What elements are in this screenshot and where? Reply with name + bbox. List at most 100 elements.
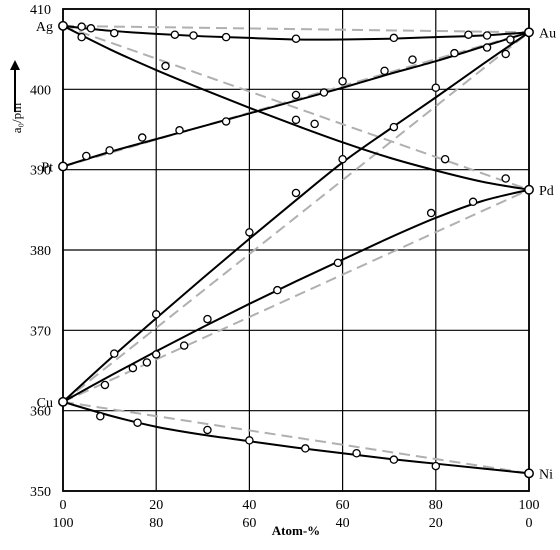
curve-cu-pd	[62, 188, 530, 403]
data-point-pt-au-8	[380, 66, 389, 76]
data-point-cu-au-7	[501, 49, 510, 59]
data-point-cu-pd-6	[273, 285, 282, 295]
data-point-ag-au-6	[291, 34, 301, 43]
y-axis-title: a₀/pm	[9, 103, 24, 134]
data-point-pt-au-2	[137, 133, 147, 142]
endpoint-ag	[58, 20, 68, 31]
data-point-pt-au-10	[450, 48, 459, 58]
data-point-cu-pd-2	[142, 358, 152, 367]
data-point-ag-au-0	[77, 22, 86, 31]
data-point-pt-au-7	[338, 77, 347, 86]
y-tick-label-1: 360	[30, 405, 51, 420]
x-tick-secondary-label-2: 60	[242, 516, 256, 531]
y-tick-label-3: 380	[30, 244, 51, 259]
grid	[62, 8, 530, 492]
data-point-cu-pd-3	[151, 350, 161, 359]
data-point-ag-au-4	[189, 31, 198, 40]
data-point-cu-ni-5	[352, 448, 361, 458]
data-point-cu-ni-2	[203, 425, 212, 435]
data-point-ag-pd-2	[291, 115, 301, 125]
ideal-dashed-lines	[62, 24, 530, 475]
element-labels: Ag Pt Cu Au Pd Ni	[36, 20, 556, 482]
data-point-ag-au-1	[86, 24, 96, 33]
endpoint-pt	[58, 161, 68, 172]
element-label-ni: Ni	[539, 467, 553, 482]
data-point-ag-pd-3	[310, 119, 319, 129]
element-label-ag: Ag	[36, 20, 53, 35]
data-point-cu-pd-0	[100, 380, 110, 390]
data-point-ag-au-8	[464, 30, 473, 39]
y-tick-label-4: 390	[30, 164, 51, 179]
data-point-cu-au-5	[389, 122, 399, 132]
curve-cu-ni	[62, 400, 530, 475]
y-axis-arrow-head	[10, 60, 20, 70]
endpoint-ni	[524, 468, 534, 479]
curve-ag-pd	[62, 24, 530, 191]
x-tick-secondary-label-5: 0	[526, 516, 533, 531]
element-label-cu: Cu	[37, 396, 53, 411]
data-point-pt-au-6	[319, 88, 329, 97]
element-label-pt: Pt	[41, 160, 53, 175]
data-point-pt-au-12	[506, 35, 515, 44]
data-point-cu-pd-9	[468, 197, 478, 207]
curve-pt-au	[62, 31, 530, 168]
x-tick-label-4: 80	[429, 498, 443, 513]
data-point-ag-au-2	[110, 28, 119, 38]
ideal-line-ag-pd	[62, 24, 530, 191]
data-point-cu-ni-7	[431, 461, 441, 471]
data-point-pt-au-3	[175, 126, 184, 135]
element-label-pd: Pd	[539, 184, 554, 199]
data-point-cu-ni-6	[389, 455, 399, 464]
data-point-cu-pd-8	[426, 208, 436, 218]
endpoint-au	[524, 27, 534, 38]
data-point-ag-au-9	[482, 31, 492, 40]
data-point-ag-au-7	[389, 33, 399, 43]
x-tick-secondary-label-4: 20	[429, 516, 443, 531]
data-point-cu-ni-4	[301, 444, 310, 453]
data-point-cu-pd-5	[203, 314, 212, 324]
data-point-ag-pd-0	[77, 32, 86, 42]
data-point-cu-ni-1	[133, 418, 142, 427]
data-point-cu-pd-1	[128, 363, 138, 373]
ideal-line-ag-au	[62, 24, 530, 34]
x-tick-label-0: 0	[60, 498, 67, 513]
data-point-cu-au-1	[151, 310, 161, 319]
data-point-pt-au-4	[221, 117, 231, 126]
measured-curves	[62, 24, 530, 475]
data-point-pt-au-5	[291, 90, 301, 100]
data-point-cu-au-3	[291, 188, 301, 198]
data-point-cu-ni-3	[245, 436, 254, 445]
data-point-cu-pd-7	[333, 258, 343, 268]
data-point-ag-pd-1	[161, 61, 170, 71]
data-point-ag-pd-4	[440, 154, 450, 164]
data-point-pt-au-11	[482, 43, 492, 52]
y-axis-title-group: a₀/pm	[9, 60, 24, 133]
x-tick-label-5: 100	[519, 498, 540, 513]
data-point-cu-au-0	[110, 349, 119, 358]
data-point-cu-au-2	[245, 228, 254, 237]
x-tick-label-1: 20	[149, 498, 163, 513]
element-label-au: Au	[539, 26, 556, 41]
y-tick-label-6: 410	[30, 3, 51, 18]
data-point-ag-au-5	[221, 32, 231, 42]
measured-points	[58, 20, 534, 479]
data-point-cu-pd-4	[179, 341, 189, 350]
data-point-pt-au-1	[105, 146, 114, 155]
data-point-pt-au-9	[408, 55, 417, 64]
data-point-cu-au-6	[431, 83, 441, 92]
ideal-line-cu-ni	[62, 400, 530, 475]
ideal-line-pt-au	[62, 31, 530, 168]
curve-cu-au	[62, 31, 530, 403]
data-point-cu-ni-0	[96, 412, 105, 421]
x-axis-title: Atom-%	[272, 523, 320, 538]
data-point-cu-au-4	[338, 154, 347, 164]
x-tick-secondary-label-0: 100	[53, 516, 74, 531]
ideal-line-cu-pd	[62, 188, 530, 403]
x-tick-secondary-label-1: 80	[149, 516, 163, 531]
y-tick-label-5: 400	[30, 83, 51, 98]
x-tick-label-2: 40	[242, 498, 256, 513]
data-point-ag-au-3	[170, 30, 180, 39]
plot-frame	[62, 8, 530, 492]
